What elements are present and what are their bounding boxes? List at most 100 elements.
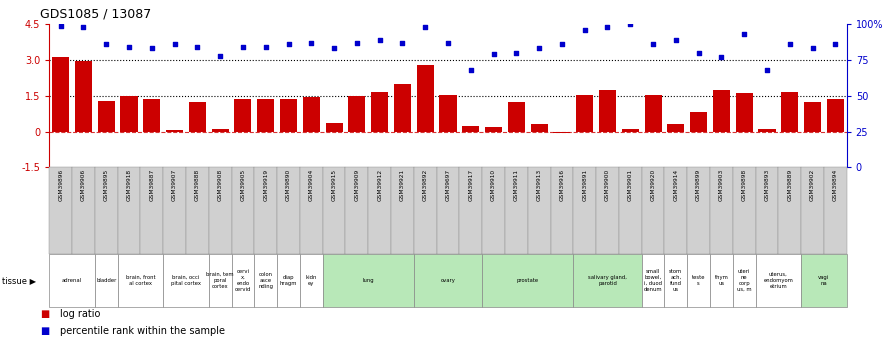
Text: GDS1085 / 13087: GDS1085 / 13087 [40,8,151,21]
Bar [644,95,661,131]
Text: GSM39911: GSM39911 [513,169,519,201]
Text: log ratio: log ratio [60,309,100,319]
Text: GSM39889: GSM39889 [788,169,792,201]
Text: GSM39909: GSM39909 [354,169,359,201]
Point [555,41,569,47]
Text: GSM39907: GSM39907 [172,169,177,201]
Text: salivary gland,
parotid: salivary gland, parotid [588,275,627,286]
Text: GSM39912: GSM39912 [377,169,383,201]
Text: small
bowel,
i, duod
denum: small bowel, i, duod denum [643,269,662,292]
Text: GSM39913: GSM39913 [537,169,542,201]
Point [213,53,228,58]
Bar [576,95,593,131]
Text: GSM39908: GSM39908 [218,169,223,201]
Bar [713,90,730,131]
Bar [371,92,388,131]
Bar [485,127,502,131]
Bar [462,126,479,131]
Point [646,41,660,47]
Bar [257,99,274,131]
Bar [508,102,525,131]
Text: GSM39900: GSM39900 [605,169,610,201]
Text: GSM39892: GSM39892 [423,169,427,201]
Text: kidn
ey: kidn ey [306,275,317,286]
Point [259,44,273,50]
Bar [554,131,571,133]
Text: ■: ■ [40,326,49,336]
Text: GSM39906: GSM39906 [81,169,86,201]
Bar [120,96,138,131]
Text: GSM39888: GSM39888 [194,169,200,201]
Point [441,40,455,46]
Bar [827,99,844,131]
Bar [690,112,707,131]
Text: ovary: ovary [441,278,455,283]
Bar [75,61,92,131]
Point [714,54,728,60]
Bar [211,129,228,131]
Text: brain, tem
poral
cortex: brain, tem poral cortex [206,272,234,289]
Text: stom
ach,
fund
us: stom ach, fund us [669,269,683,292]
Text: colon
asce
nding: colon asce nding [258,272,273,289]
Bar [668,125,685,131]
Bar [303,97,320,131]
Text: GSM39915: GSM39915 [332,169,337,201]
Text: tissue ▶: tissue ▶ [2,276,36,285]
Text: GSM39917: GSM39917 [469,169,473,201]
Text: GSM39905: GSM39905 [240,169,246,201]
Text: GSM39914: GSM39914 [673,169,678,201]
Text: GSM39697: GSM39697 [445,169,451,201]
Point [487,51,501,57]
Point [304,40,318,46]
Bar [599,90,616,131]
Bar [143,99,160,131]
Text: uteri
ne
corp
us, m: uteri ne corp us, m [737,269,752,292]
Bar [781,92,798,131]
Point [349,40,364,46]
Text: cervi
x,
endo
cervid: cervi x, endo cervid [235,269,251,292]
Point [782,41,797,47]
Point [327,46,341,51]
Text: ■: ■ [40,309,49,319]
Bar [235,99,252,131]
Bar [417,65,434,131]
Point [168,41,182,47]
Point [54,23,68,28]
Bar [349,96,366,131]
Bar [622,129,639,131]
Point [806,46,820,51]
Bar [98,100,115,131]
Bar [325,123,342,131]
Text: GSM39896: GSM39896 [58,169,64,201]
Text: brain, front
al cortex: brain, front al cortex [125,275,155,286]
Text: thym
us: thym us [714,275,728,286]
Text: prostate: prostate [517,278,538,283]
Point [122,44,136,50]
Point [76,24,90,30]
Bar [758,129,776,131]
Point [600,24,615,30]
Text: GSM39893: GSM39893 [764,169,770,201]
Text: GSM39887: GSM39887 [150,169,154,201]
Point [373,37,387,43]
Text: GSM39891: GSM39891 [582,169,587,201]
Bar [166,130,183,131]
Text: GSM39901: GSM39901 [628,169,633,201]
Text: diap
hragm: diap hragm [280,275,297,286]
Point [760,67,774,73]
Text: GSM39904: GSM39904 [309,169,314,201]
Bar [530,125,547,131]
Text: GSM39895: GSM39895 [104,169,108,201]
Point [236,44,250,50]
Bar [280,99,297,131]
Text: adrenal: adrenal [62,278,82,283]
Bar [439,95,457,131]
Text: GSM39920: GSM39920 [650,169,656,201]
Text: uterus,
endomyom
etrium: uterus, endomyom etrium [763,272,793,289]
Text: brain, occi
pital cortex: brain, occi pital cortex [171,275,201,286]
Point [623,21,637,27]
Text: GSM39910: GSM39910 [491,169,496,201]
Text: GSM39916: GSM39916 [559,169,564,201]
Point [668,37,683,43]
Text: GSM39899: GSM39899 [696,169,702,201]
